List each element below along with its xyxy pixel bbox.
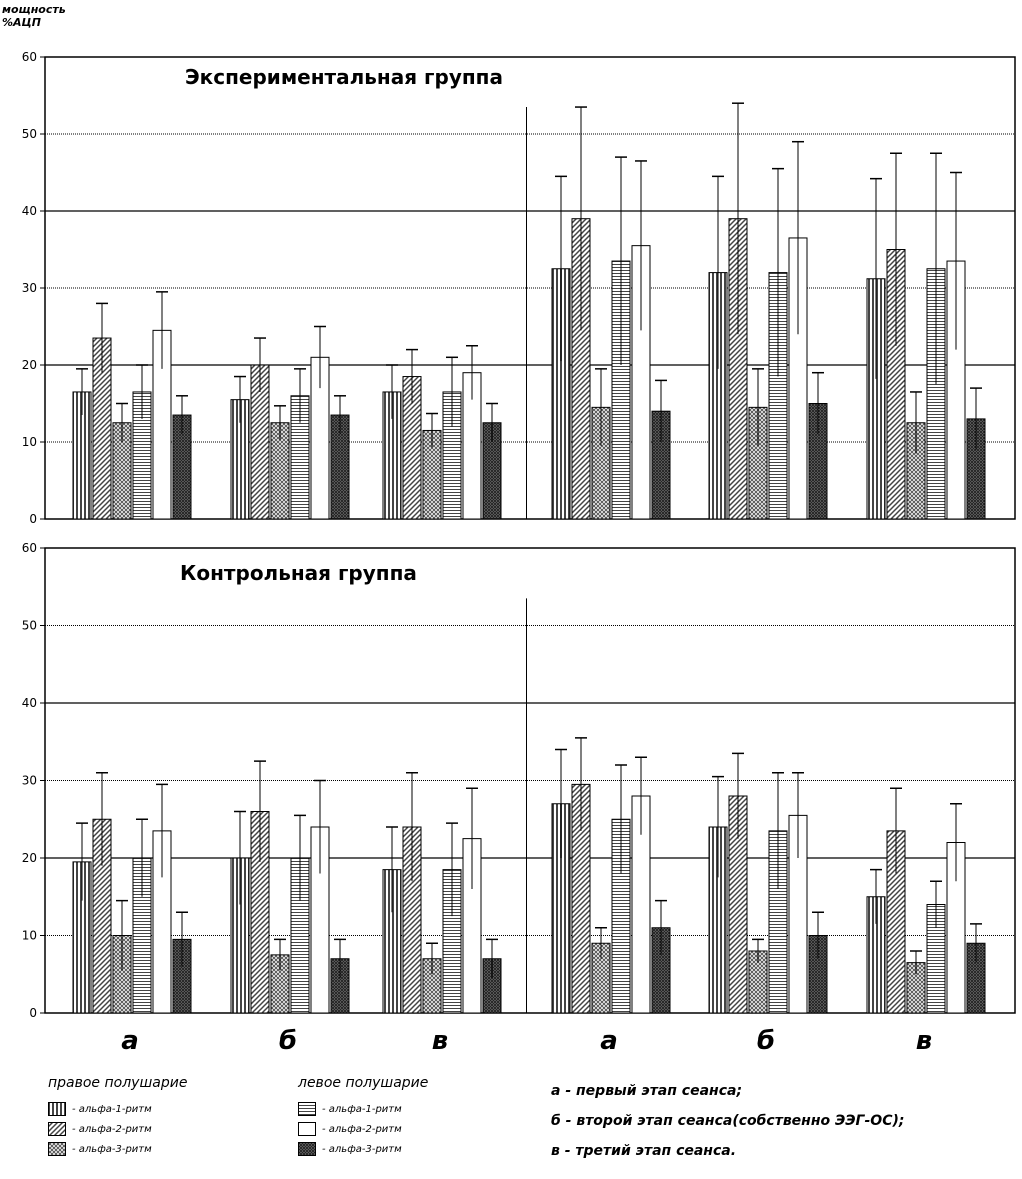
legend-item-left-alpha-2: - альфа-2-ритм [298, 1119, 428, 1139]
legend-left-hemisphere: левое полушарие - альфа-1-ритм - альфа-2… [298, 1075, 428, 1159]
legend-item-left-alpha-3: - альфа-3-ритм [298, 1139, 428, 1159]
note-stage-a: а - первый этап сеанса; [551, 1083, 743, 1099]
legend-right-title: правое полушарие [48, 1075, 188, 1091]
panel-control-group: 0 10 20 30 40 50 60 Контрольная группа [22, 541, 1016, 1020]
stage-notes: а - первый этап сеанса; б - второй этап … [551, 1078, 904, 1168]
y-axis-label-line-2: %АЦП [2, 16, 41, 29]
y-tick-label: 60 [22, 50, 37, 64]
legend-item-right-alpha-1: - альфа-1-ритм [48, 1099, 187, 1119]
y-tick-label: 30 [22, 281, 37, 295]
x-category-label: б [757, 1026, 775, 1056]
y-axis-label-line-1: мощность [2, 3, 66, 16]
x-category-label: а [121, 1026, 139, 1056]
legend-label-right-alpha-1: - альфа-1-ритм [72, 1103, 152, 1115]
legend-swatch-left-alpha-2 [298, 1122, 316, 1136]
x-category-label: в [432, 1026, 448, 1056]
legend-label-left-alpha-3: - альфа-3-ритм [322, 1143, 402, 1155]
y-tick-label: 0 [29, 512, 37, 526]
y-tick-label: 0 [29, 1006, 37, 1020]
y-tick-label: 10 [22, 435, 37, 449]
y-tick-label: 50 [22, 619, 37, 633]
x-category-label: а [600, 1026, 618, 1056]
y-tick-label: 30 [22, 774, 37, 788]
panel-experimental-group: 0 10 20 30 40 50 60 Экспериментальная группа [22, 50, 1016, 526]
legend-swatch-right-alpha-2 [48, 1122, 66, 1136]
legend-item-right-alpha-2: - альфа-2-ритм [48, 1119, 187, 1139]
y-tick-label: 20 [22, 851, 37, 865]
y-tick-label: 40 [22, 696, 37, 710]
x-category-label: б [279, 1026, 297, 1056]
panel-title: Контрольная группа [180, 561, 417, 585]
legend-right-hemisphere: правое полушарие - альфа-1-ритм - альфа-… [48, 1075, 187, 1159]
y-tick-label: 50 [22, 127, 37, 141]
legend-swatch-right-alpha-1 [48, 1102, 66, 1116]
y-tick-label: 60 [22, 541, 37, 555]
legend-label-right-alpha-3: - альфа-3-ритм [72, 1143, 152, 1155]
legend-swatch-left-alpha-1 [298, 1102, 316, 1116]
panel-title: Экспериментальная группа [185, 65, 503, 89]
legend-item-left-alpha-1: - альфа-1-ритм [298, 1099, 428, 1119]
bar-chart-figure: 0 10 20 30 40 50 60 Экспериментальная группа 0 1… [22, 50, 1016, 1056]
y-tick-label: 40 [22, 204, 37, 218]
legend-swatch-left-alpha-3 [298, 1142, 316, 1156]
legend-label-left-alpha-2: - альфа-2-ритм [322, 1123, 402, 1135]
y-tick-label: 10 [22, 929, 37, 943]
note-stage-c: в - третий этап сеанса. [551, 1143, 737, 1159]
note-stage-b: б - второй этап сеанса(собственно ЭЭГ-ОС… [551, 1113, 905, 1129]
legend-swatch-right-alpha-3 [48, 1142, 66, 1156]
y-tick-label: 20 [22, 358, 37, 372]
y-axis-label: мощность %АЦП [2, 3, 66, 29]
legend-left-title: левое полушарие [298, 1075, 429, 1091]
legend-label-left-alpha-1: - альфа-1-ритм [322, 1103, 402, 1115]
legend-item-right-alpha-3: - альфа-3-ритм [48, 1139, 187, 1159]
legend-label-right-alpha-2: - альфа-2-ритм [72, 1123, 152, 1135]
x-category-label: в [916, 1026, 932, 1056]
